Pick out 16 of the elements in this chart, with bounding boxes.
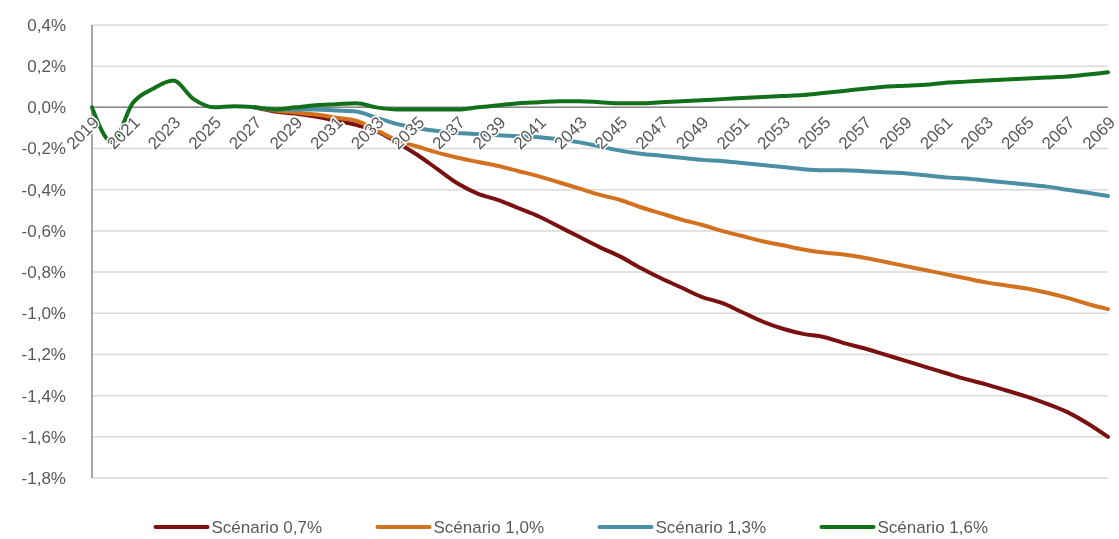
legend-label: Scénario 1,6% bbox=[877, 517, 989, 537]
y-tick-label: -0,6% bbox=[21, 221, 66, 241]
y-tick-label: -0,4% bbox=[21, 180, 66, 200]
y-tick-label: -1,0% bbox=[21, 304, 66, 324]
legend-label: Scénario 1,3% bbox=[655, 517, 767, 537]
y-tick-label: 0,4% bbox=[27, 15, 66, 35]
y-tick-label: -0,8% bbox=[21, 263, 66, 283]
y-tick-label: -0,2% bbox=[21, 139, 66, 159]
y-tick-label: -1,4% bbox=[21, 386, 66, 406]
y-tick-label: -1,6% bbox=[21, 427, 66, 447]
y-tick-label: -1,8% bbox=[21, 468, 66, 488]
y-tick-label: 0,0% bbox=[27, 98, 66, 118]
legend-label: Scénario 0,7% bbox=[211, 517, 323, 537]
y-tick-label: -1,2% bbox=[21, 345, 66, 365]
legend-label: Scénario 1,0% bbox=[433, 517, 545, 537]
y-tick-label: 0,2% bbox=[27, 57, 66, 77]
